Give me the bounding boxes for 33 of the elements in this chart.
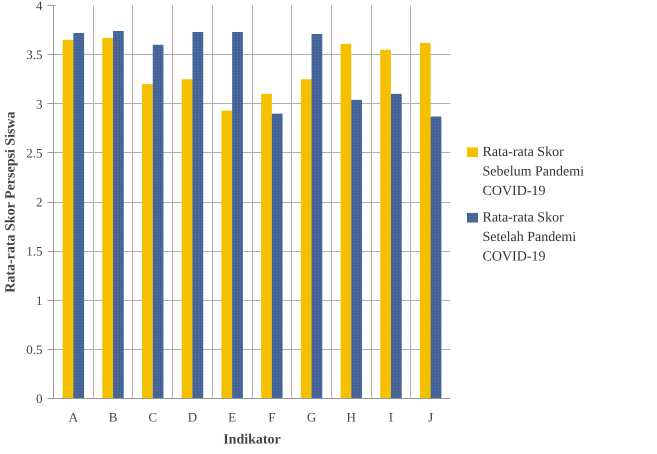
x-tick-label: D <box>188 410 198 424</box>
x-tick-label: I <box>388 410 394 424</box>
y-tick-label: 2 <box>36 194 42 210</box>
bar <box>62 40 74 398</box>
x-tick-label: H <box>346 410 356 424</box>
legend-label: Rata-rata Skor Setelah Pandemi COVID-19 <box>482 210 576 265</box>
x-axis-title: Indikator <box>223 432 281 448</box>
x-tick-label: F <box>268 410 276 424</box>
y-tick-label: 2.5 <box>26 145 42 160</box>
y-tick-label: 3.5 <box>26 47 42 62</box>
bar <box>102 38 114 398</box>
bar <box>420 42 431 398</box>
x-tick-label: G <box>306 410 316 424</box>
bar <box>300 79 312 398</box>
bar <box>340 44 352 398</box>
bar <box>221 110 232 398</box>
y-axis-title: Rata-rata Skor Persepsi Siswa <box>3 111 18 293</box>
y-tick-label: 4 <box>36 0 43 13</box>
y-tick-label: 1 <box>36 292 42 308</box>
y-tick-label: 3 <box>36 96 42 112</box>
bar <box>380 50 391 398</box>
x-tick-label: C <box>148 410 158 424</box>
y-tick-label: 0 <box>36 391 42 406</box>
bar <box>261 94 272 398</box>
y-tick-label: 0.5 <box>26 342 42 357</box>
x-tick-label: B <box>108 410 118 424</box>
bar <box>142 84 153 398</box>
x-tick-label: J <box>428 410 434 424</box>
bar <box>182 79 192 398</box>
x-tick-label: E <box>228 410 236 424</box>
legend-label: Rata-rata Skor Sebelum Pandemi COVID-19 <box>482 145 584 200</box>
y-tick-label: 1.5 <box>26 244 42 259</box>
x-tick-label: A <box>68 410 79 424</box>
